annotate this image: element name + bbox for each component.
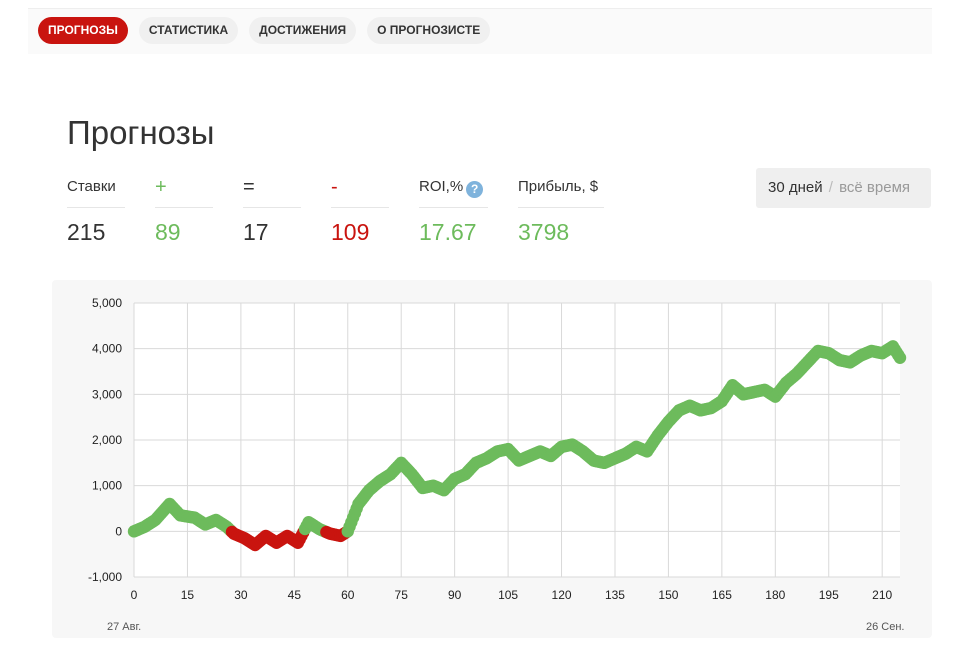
x-tick-label: 210 xyxy=(872,588,892,602)
x-tick-label: 135 xyxy=(605,588,625,602)
x-tick-label: 60 xyxy=(341,588,355,602)
chart-date-start: 27 Авг. xyxy=(107,621,142,633)
stat-draws-label: = xyxy=(243,176,301,208)
tab-achievements[interactable]: ДОСТИЖЕНИЯ xyxy=(249,17,357,44)
stat-roi-label-text: ROI,% xyxy=(419,178,464,195)
page-title: Прогнозы xyxy=(67,114,215,151)
x-tick-label: 180 xyxy=(765,588,785,602)
stat-wins-value: 89 xyxy=(155,219,181,245)
x-tick-label: 15 xyxy=(181,588,195,602)
stat-losses: - 109 xyxy=(331,176,389,246)
stat-losses-value: 109 xyxy=(331,219,370,245)
x-tick-label: 150 xyxy=(658,588,678,602)
x-tick-label: 90 xyxy=(448,588,462,602)
x-tick-label: 105 xyxy=(498,588,518,602)
stat-roi: ROI,%? 17.67 xyxy=(419,176,488,246)
stat-profit-label: Прибыль, $ xyxy=(518,176,604,208)
stat-profit: Прибыль, $ 3798 xyxy=(518,176,604,246)
tab-statistics[interactable]: СТАТИСТИКА xyxy=(138,17,239,44)
x-tick-label: 165 xyxy=(712,588,732,602)
x-tick-label: 45 xyxy=(288,588,302,602)
x-tick-label: 195 xyxy=(819,588,839,602)
help-icon[interactable]: ? xyxy=(466,181,484,198)
data-point xyxy=(893,351,907,364)
profit-chart: 5,000 4,000 3,000 2,000 1,000 0 -1,000 0 15 30 45 6… xyxy=(88,296,907,602)
chart-date-end: 26 Сен. xyxy=(866,621,905,633)
stat-bets-value: 215 xyxy=(67,219,106,245)
period-30-days[interactable]: 30 дней xyxy=(768,179,823,196)
y-tick-label: -1,000 xyxy=(88,570,122,584)
stat-draws-value: 17 xyxy=(243,219,269,245)
tab-about-forecaster[interactable]: О ПРОГНОЗИСТЕ xyxy=(367,17,491,44)
stat-wins: + 89 xyxy=(155,176,213,246)
profit-chart-panel: 5,000 4,000 3,000 2,000 1,000 0 -1,000 0 15 30 45 6… xyxy=(52,280,932,638)
stat-roi-value: 17.67 xyxy=(419,219,477,245)
tab-forecasts[interactable]: ПРОГНОЗЫ xyxy=(38,17,128,44)
stat-draws: = 17 xyxy=(243,176,301,246)
x-tick-label: 30 xyxy=(234,588,248,602)
x-tick-label: 0 xyxy=(131,588,138,602)
y-tick-label: 4,000 xyxy=(92,342,122,356)
x-tick-label: 120 xyxy=(552,588,572,602)
stat-roi-label: ROI,%? xyxy=(419,176,488,208)
period-separator: / xyxy=(828,179,833,196)
stat-bets-label: Ставки xyxy=(67,176,125,208)
y-tick-label: 0 xyxy=(115,524,122,538)
stat-bets: Ставки 215 xyxy=(67,176,125,246)
y-tick-label: 3,000 xyxy=(92,387,122,401)
y-tick-label: 1,000 xyxy=(92,479,122,493)
y-tick-label: 5,000 xyxy=(92,296,122,310)
stat-profit-value: 3798 xyxy=(518,219,570,245)
y-tick-label: 2,000 xyxy=(92,433,122,447)
x-tick-label: 75 xyxy=(395,588,409,602)
stat-losses-label: - xyxy=(331,176,389,208)
stat-wins-label: + xyxy=(155,176,213,208)
nav-tabs: ПРОГНОЗЫ СТАТИСТИКА ДОСТИЖЕНИЯ О ПРОГНОЗ… xyxy=(38,17,491,44)
period-all-time[interactable]: всё время xyxy=(839,179,911,196)
period-switch: 30 дней / всё время xyxy=(756,168,931,208)
